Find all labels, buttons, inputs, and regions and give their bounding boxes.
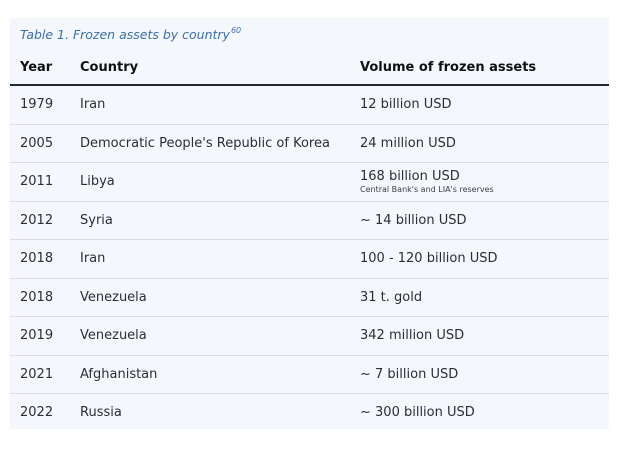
year-cell: 2018 (10, 239, 80, 279)
table-row: 2018 Venezuela 31 t. gold (10, 278, 609, 317)
country-cell: Venezuela (80, 278, 360, 317)
table-row: 2021 Afghanistan ~ 7 billion USD (10, 355, 609, 394)
table-body: 1979 Iran 12 billion USD 2005 Democratic… (10, 85, 609, 432)
year-cell: 2021 (10, 355, 80, 394)
country-cell: Afghanistan (80, 355, 360, 394)
header-year: Year (10, 51, 80, 86)
volume-cell: ~ 300 billion USD (360, 405, 475, 421)
volume-cell: 342 million USD (360, 316, 609, 356)
caption-text: Table 1. Frozen assets by country (20, 27, 230, 42)
header-row: Year Country Volume of frozen assets (10, 51, 609, 86)
volume-cell: ~ 14 billion USD (360, 201, 609, 240)
header-volume: Volume of frozen assets (360, 51, 609, 86)
table-row: 2022 Russia ~ 300 billion USD (10, 394, 609, 432)
table-row: 2018 Iran 100 - 120 billion USD (10, 239, 609, 279)
country-cell: Syria (80, 201, 360, 240)
table-row: 2012 Syria ~ 14 billion USD (10, 201, 609, 240)
country-cell: Iran (80, 239, 360, 279)
country-cell: Venezuela (80, 316, 360, 356)
table-row: 2005 Democratic People's Republic of Kor… (10, 124, 609, 163)
volume-cell: 168 billion USD Central Bank's and LIA's… (360, 162, 609, 202)
table-row: 1979 Iran 12 billion USD (10, 85, 609, 125)
country-cell: Russia (80, 405, 122, 421)
volume-cell: 100 - 120 billion USD (360, 239, 609, 279)
year-cell: 1979 (10, 85, 80, 125)
year-cell: 2012 (10, 201, 80, 240)
year-cell: 2018 (10, 278, 80, 317)
country-cell: Iran (80, 85, 360, 125)
volume-note: Central Bank's and LIA's reserves (360, 185, 494, 195)
year-cell: 2022 (20, 405, 54, 421)
volume-cell: ~ 7 billion USD (360, 355, 609, 394)
country-cell: Libya (80, 162, 360, 202)
volume-value: 168 billion USD (360, 169, 460, 185)
table-caption: Table 1. Frozen assets by country60 (20, 26, 241, 42)
frozen-assets-table: Year Country Volume of frozen assets 197… (10, 51, 609, 432)
table-panel: Table 1. Frozen assets by country60 Year… (10, 18, 609, 429)
table-row: 2011 Libya 168 billion USD Central Bank'… (10, 162, 609, 202)
country-cell: Democratic People's Republic of Korea (80, 124, 360, 163)
volume-cell: 24 million USD (360, 124, 609, 163)
volume-cell: 31 t. gold (360, 278, 609, 317)
table-row: 2019 Venezuela 342 million USD (10, 316, 609, 356)
footnote-marker[interactable]: 60 (230, 26, 242, 35)
year-cell: 2005 (10, 124, 80, 163)
year-cell: 2019 (10, 316, 80, 356)
year-cell: 2011 (10, 162, 80, 202)
header-country: Country (80, 51, 360, 86)
volume-cell: 12 billion USD (360, 85, 609, 125)
